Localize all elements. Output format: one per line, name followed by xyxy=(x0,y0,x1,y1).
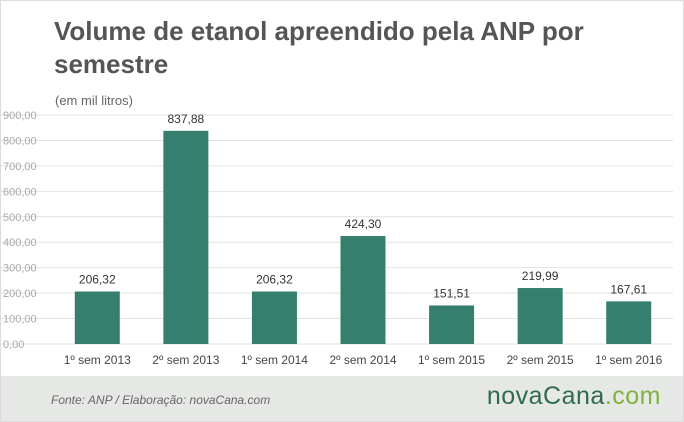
y-tick-label: 500,00 xyxy=(3,212,37,224)
data-label: 151,51 xyxy=(433,286,470,300)
x-tick-label: 1º sem 2014 xyxy=(241,353,308,367)
novacana-logo: novaCana.com xyxy=(487,382,661,411)
bar xyxy=(163,130,209,344)
x-tick-label: 2º sem 2015 xyxy=(507,353,574,367)
bar xyxy=(251,291,297,344)
y-tick-label: 600,00 xyxy=(3,186,37,198)
bar xyxy=(74,291,120,344)
bar xyxy=(429,305,475,344)
value-labels: 206,32 837,88 206,32 424,30 151,51 219,99 167,… xyxy=(79,112,647,301)
x-tick-label: 1º sem 2013 xyxy=(64,353,131,367)
bar xyxy=(517,288,563,344)
y-tick-label: 800,00 xyxy=(3,135,37,147)
data-label: 424,30 xyxy=(345,217,382,231)
x-tick-label: 2º sem 2013 xyxy=(152,353,219,367)
footer-bar: Fonte: ANP / Elaboração: novaCana.com no… xyxy=(1,376,683,421)
y-tick-label: 400,00 xyxy=(3,237,37,249)
brand-suffix: .com xyxy=(604,382,661,410)
y-tick-label: 200,00 xyxy=(3,288,37,300)
bar-chart: 0,00 100,00 200,00 300,00 400,00 500,00 600,00… xyxy=(1,110,673,367)
y-tick-label: 100,00 xyxy=(3,314,37,326)
bar xyxy=(340,236,386,344)
y-tick-label: 0,00 xyxy=(3,339,24,351)
bar xyxy=(606,301,652,344)
bars xyxy=(74,130,652,344)
data-label: 837,88 xyxy=(168,112,205,126)
y-tick-label: 700,00 xyxy=(3,161,37,173)
source-credit: Fonte: ANP / Elaboração: novaCana.com xyxy=(51,393,271,407)
x-tick-label: 1º sem 2015 xyxy=(418,353,485,367)
chart-title: Volume de etanol apreendido pela ANP por… xyxy=(54,16,584,79)
unit-note: (em mil litros) xyxy=(55,93,133,108)
data-label: 219,99 xyxy=(522,269,559,283)
x-axis-categories: 1º sem 2013 2º sem 2013 1º sem 2014 2º sem … xyxy=(64,353,663,367)
data-label: 167,61 xyxy=(610,282,647,296)
y-tick-label: 300,00 xyxy=(3,263,37,275)
y-tick-label: 900,00 xyxy=(3,110,37,122)
x-tick-label: 2º sem 2014 xyxy=(329,353,396,367)
data-label: 206,32 xyxy=(256,273,293,287)
data-label: 206,32 xyxy=(79,273,116,287)
x-tick-label: 1º sem 2016 xyxy=(595,353,662,367)
brand-main: novaCana xyxy=(486,382,605,410)
y-axis-ticks: 0,00 100,00 200,00 300,00 400,00 500,00 600,00… xyxy=(3,110,37,351)
